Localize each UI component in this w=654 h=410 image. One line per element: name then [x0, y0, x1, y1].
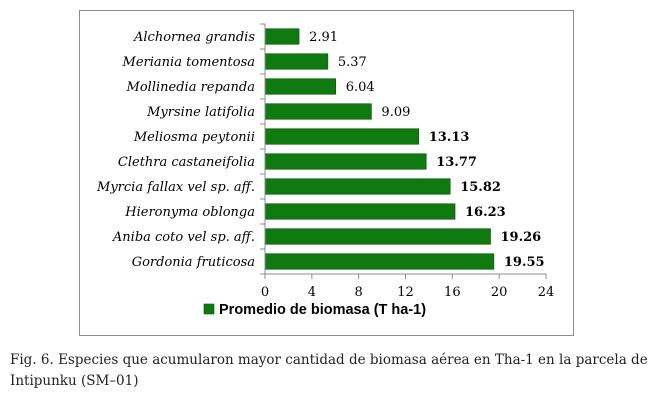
category-label: Meliosma peytonii — [133, 130, 255, 145]
category-label: Aniba coto vel sp. aff. — [112, 230, 255, 245]
category-label: Myrcia fallax vel sp. aff. — [96, 180, 255, 195]
bar-chart: 2.915.37 6.04 9.09 13.13 13.77 15.82 16.23 19.2… — [96, 23, 555, 318]
x-tick-label: 0 — [261, 285, 269, 300]
x-tick-label: 4 — [308, 285, 316, 300]
bar — [264, 53, 329, 70]
data-label: 6.04 — [346, 80, 375, 95]
data-label: 19.26 — [501, 230, 542, 245]
category-label: Mollinedia repanda — [126, 80, 255, 95]
bar — [264, 253, 495, 270]
bars-layer: 2.915.37 6.04 9.09 13.13 13.77 15.82 16.23 19.2… — [264, 28, 545, 270]
chart-frame: 2.91 5.37 6.04 9.09 13.13 13.77 15.82 16.23 19.2… — [79, 10, 574, 336]
x-tick-label: 12 — [397, 285, 414, 300]
category-label: Alchornea grandis — [133, 30, 255, 45]
legend-swatch — [203, 303, 215, 315]
bar — [264, 153, 427, 170]
data-label: 2.91 — [309, 30, 338, 45]
legend-label: Promedio de biomasa (T ha-1) — [219, 302, 426, 318]
data-label: 13.77 — [436, 155, 477, 170]
data-label: 13.13 — [429, 130, 470, 145]
bar — [264, 28, 300, 45]
x-tick-label: 24 — [538, 285, 555, 300]
bar — [264, 78, 337, 95]
data-label: 5.37 — [338, 55, 367, 70]
figure-caption: Fig. 6. Especies que acumularon mayor ca… — [10, 352, 648, 389]
data-label: 19.55 — [504, 255, 545, 270]
bar — [264, 203, 456, 220]
axes-layer: Alchornea grandis Meriania tomentosa Molli… — [96, 23, 555, 300]
bar — [264, 178, 451, 195]
category-label: Hieronyma oblonga — [124, 205, 255, 220]
x-tick-label: 8 — [355, 285, 363, 300]
category-label: Gordonia fruticosa — [132, 255, 255, 270]
data-label: 9.09 — [381, 105, 410, 120]
category-label: Clethra castaneifolia — [118, 155, 255, 170]
legend: Promedio de biomasa (T ha-1) — [203, 302, 426, 318]
bar — [264, 128, 420, 145]
bar — [264, 228, 491, 245]
category-label: Meriania tomentosa — [122, 55, 255, 70]
x-tick-label: 16 — [444, 285, 461, 300]
x-tick-label: 20 — [491, 285, 508, 300]
bar — [264, 103, 372, 120]
data-label: 16.23 — [465, 205, 506, 220]
category-label: Myrsine latifolia — [146, 105, 255, 120]
data-label: 15.82 — [460, 180, 501, 195]
